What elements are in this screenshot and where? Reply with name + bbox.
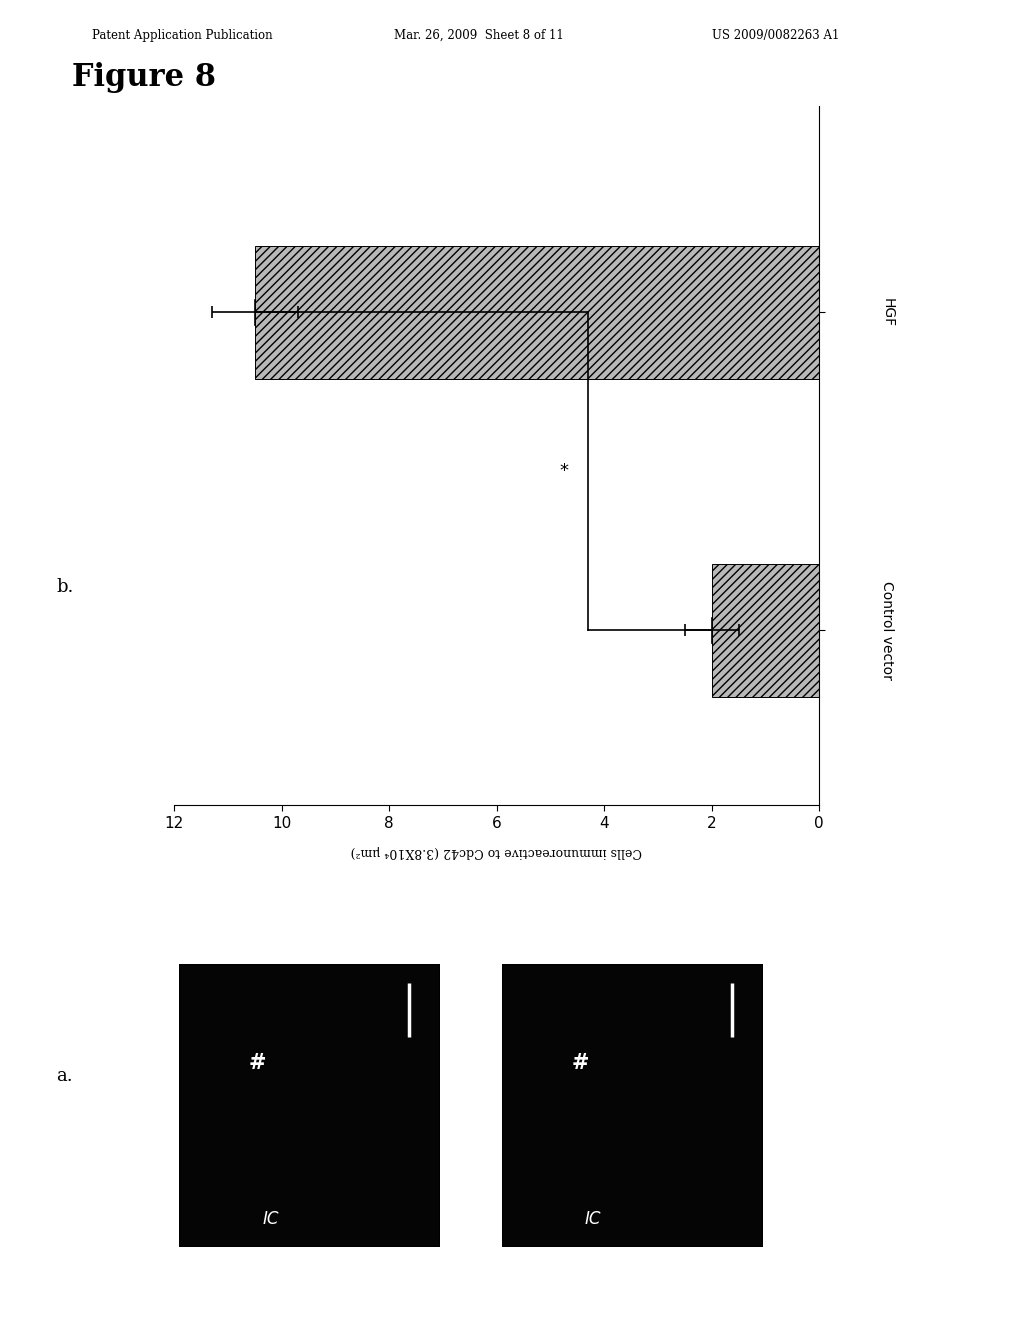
Bar	[255, 246, 819, 379]
Text: Patent Application Publication: Patent Application Publication	[92, 29, 272, 42]
Text: *: *	[559, 462, 568, 480]
X-axis label: Cells immunoreactive to Cdc42 (3.8X10⁴ μm²): Cells immunoreactive to Cdc42 (3.8X10⁴ μ…	[351, 845, 642, 858]
Text: #: #	[249, 1053, 266, 1073]
Text: Mar. 26, 2009  Sheet 8 of 11: Mar. 26, 2009 Sheet 8 of 11	[394, 29, 564, 42]
Text: IC: IC	[262, 1210, 279, 1228]
Text: Figure 8: Figure 8	[72, 62, 216, 92]
Text: US 2009/0082263 A1: US 2009/0082263 A1	[712, 29, 839, 42]
Text: b.: b.	[56, 578, 74, 597]
Text: a.: a.	[56, 1067, 73, 1085]
Bar	[712, 564, 819, 697]
Text: #: #	[571, 1053, 589, 1073]
Text: IC: IC	[585, 1210, 601, 1228]
